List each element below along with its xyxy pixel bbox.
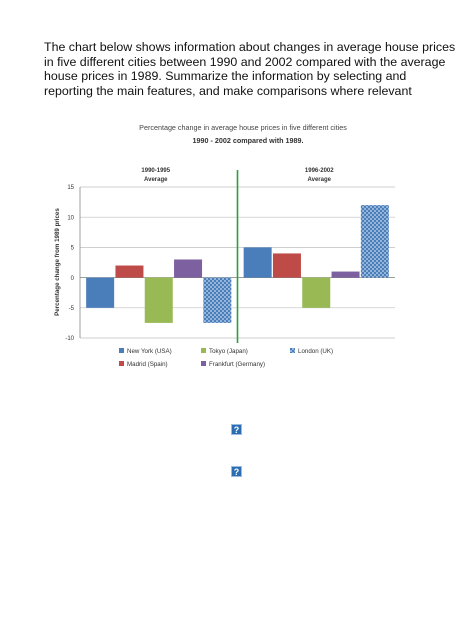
bar <box>203 277 232 323</box>
bar <box>86 277 115 308</box>
chart-subtitle: 1990 - 2002 compared with 1989. <box>192 136 303 145</box>
bar <box>331 271 360 278</box>
bar <box>360 205 389 278</box>
y-tick-label: 15 <box>67 185 74 191</box>
legend-swatch <box>119 348 124 353</box>
legend-label: London (UK) <box>298 348 333 355</box>
question-icon[interactable]: ? <box>231 424 242 435</box>
legend-swatch <box>201 361 206 366</box>
chart-title: Percentage change in average house price… <box>139 123 347 132</box>
legend-label: New York (USA) <box>127 348 172 355</box>
legend-swatch <box>201 348 206 353</box>
bar <box>302 277 331 308</box>
task-prompt: The chart below shows information about … <box>44 40 456 98</box>
category-label: Average <box>144 177 168 183</box>
legend-label: Frankfurt (Germany) <box>209 361 265 368</box>
bar <box>174 259 203 278</box>
y-tick-label: -10 <box>65 336 74 342</box>
y-tick-label: 10 <box>67 215 74 221</box>
legend-label: Madrid (Spain) <box>127 361 168 368</box>
category-label: Average <box>308 177 332 183</box>
bar <box>243 247 272 278</box>
bar <box>115 265 144 278</box>
y-axis-label: Percentage change from 1989 prices <box>54 208 61 316</box>
bar <box>272 253 301 278</box>
legend-label: Tokyo (Japan) <box>209 348 248 355</box>
legend-swatch <box>290 348 295 353</box>
category-label: 1990-1995 <box>141 168 170 174</box>
bar <box>144 277 173 323</box>
y-tick-label: -5 <box>69 306 75 312</box>
y-tick-label: 5 <box>71 246 75 252</box>
y-tick-label: 0 <box>71 276 75 282</box>
category-label: 1996-2002 <box>305 168 334 174</box>
question-icon[interactable]: ? <box>231 466 242 477</box>
legend-swatch <box>119 361 124 366</box>
